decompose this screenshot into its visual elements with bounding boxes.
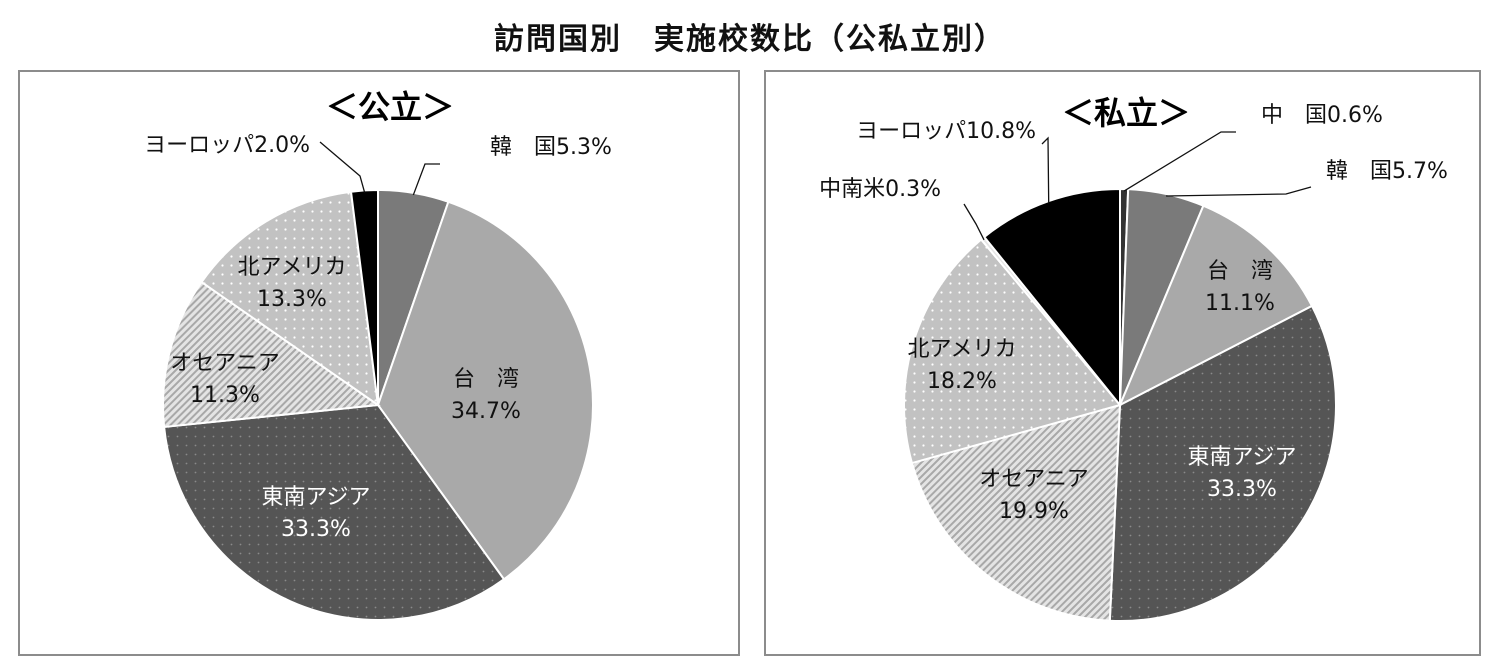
oceania-label: オセアニア 11.3% bbox=[170, 351, 280, 408]
public-pie-chart: ＜公立＞ 韓 国5.3% 台 湾 34.7% 東南アジア 33.3% オセアニア 11.3% 北… bbox=[144, 88, 612, 621]
korea-label: 韓 国5.7% bbox=[1326, 159, 1448, 184]
svg-text:オセアニア: オセアニア bbox=[170, 351, 280, 376]
korea-leader-line bbox=[412, 163, 440, 196]
svg-text:東南アジア: 東南アジア bbox=[1187, 445, 1296, 470]
svg-text:33.3%: 33.3% bbox=[1207, 477, 1277, 502]
svg-text:北アメリカ: 北アメリカ bbox=[238, 255, 347, 280]
taiwan-label: 台 湾 34.7% bbox=[451, 367, 521, 424]
svg-text:34.7%: 34.7% bbox=[451, 399, 521, 424]
svg-text:11.3%: 11.3% bbox=[190, 383, 260, 408]
china-leader-line bbox=[1123, 131, 1236, 192]
southeast-asia-slice bbox=[1108, 304, 1337, 622]
southeast-asia-slice bbox=[163, 403, 506, 621]
korea-leader-line bbox=[1166, 186, 1312, 197]
svg-text:台 湾: 台 湾 bbox=[453, 367, 519, 392]
china-label: 中 国0.6% bbox=[1261, 103, 1383, 128]
europe-label: ヨーロッパ10.8% bbox=[856, 119, 1036, 144]
svg-text:18.2%: 18.2% bbox=[927, 369, 997, 394]
private-pie-chart: ＜私立＞ 中 国0.6% 韓 国5.7% 台 湾 11.1% 東南アジア 33.3% オセアニ… bbox=[819, 94, 1448, 622]
north-america-slice bbox=[903, 238, 1122, 465]
latin-america-leader-line bbox=[963, 203, 985, 241]
svg-text:オセアニア: オセアニア bbox=[979, 467, 1089, 492]
panel-title: ＜私立＞ bbox=[1062, 94, 1190, 132]
north-america-label: 北アメリカ 18.2% bbox=[908, 337, 1017, 394]
southeast-asia-label: 東南アジア 33.3% bbox=[1187, 445, 1296, 502]
europe-label: ヨーロッパ2.0% bbox=[144, 133, 310, 158]
north-america-label: 北アメリカ 13.3% bbox=[238, 255, 347, 312]
panel-title: ＜公立＞ bbox=[326, 88, 454, 126]
oceania-slice bbox=[910, 403, 1122, 622]
svg-text:11.1%: 11.1% bbox=[1205, 291, 1275, 316]
private-chart-panel: ＜私立＞ 中 国0.6% 韓 国5.7% 台 湾 11.1% 東南アジア 33.3% オセアニ… bbox=[764, 70, 1481, 656]
svg-text:台 湾: 台 湾 bbox=[1207, 259, 1273, 284]
svg-text:33.3%: 33.3% bbox=[281, 517, 351, 542]
taiwan-slice bbox=[1118, 204, 1314, 408]
taiwan-slice bbox=[376, 200, 594, 581]
svg-text:東南アジア: 東南アジア bbox=[261, 485, 370, 510]
latin-america-label: 中南米0.3% bbox=[819, 177, 941, 202]
europe-leader-line bbox=[1041, 136, 1050, 204]
europe-leader-line bbox=[319, 141, 366, 193]
taiwan-label: 台 湾 11.1% bbox=[1205, 259, 1275, 316]
oceania-label: オセアニア 19.9% bbox=[979, 467, 1089, 524]
southeast-asia-label: 東南アジア 33.3% bbox=[261, 485, 370, 542]
korea-label: 韓 国5.3% bbox=[490, 135, 612, 160]
north-america-slice bbox=[200, 190, 380, 408]
oceania-slice bbox=[162, 280, 381, 429]
svg-text:13.3%: 13.3% bbox=[257, 287, 327, 312]
public-chart-panel: ＜公立＞ 韓 国5.3% 台 湾 34.7% 東南アジア 33.3% オセアニア 11.3% 北… bbox=[18, 70, 740, 656]
svg-text:北アメリカ: 北アメリカ bbox=[908, 337, 1017, 362]
svg-text:19.9%: 19.9% bbox=[999, 499, 1069, 524]
chart-main-title: 訪問国別 実施校数比（公私立別） bbox=[494, 22, 1006, 57]
